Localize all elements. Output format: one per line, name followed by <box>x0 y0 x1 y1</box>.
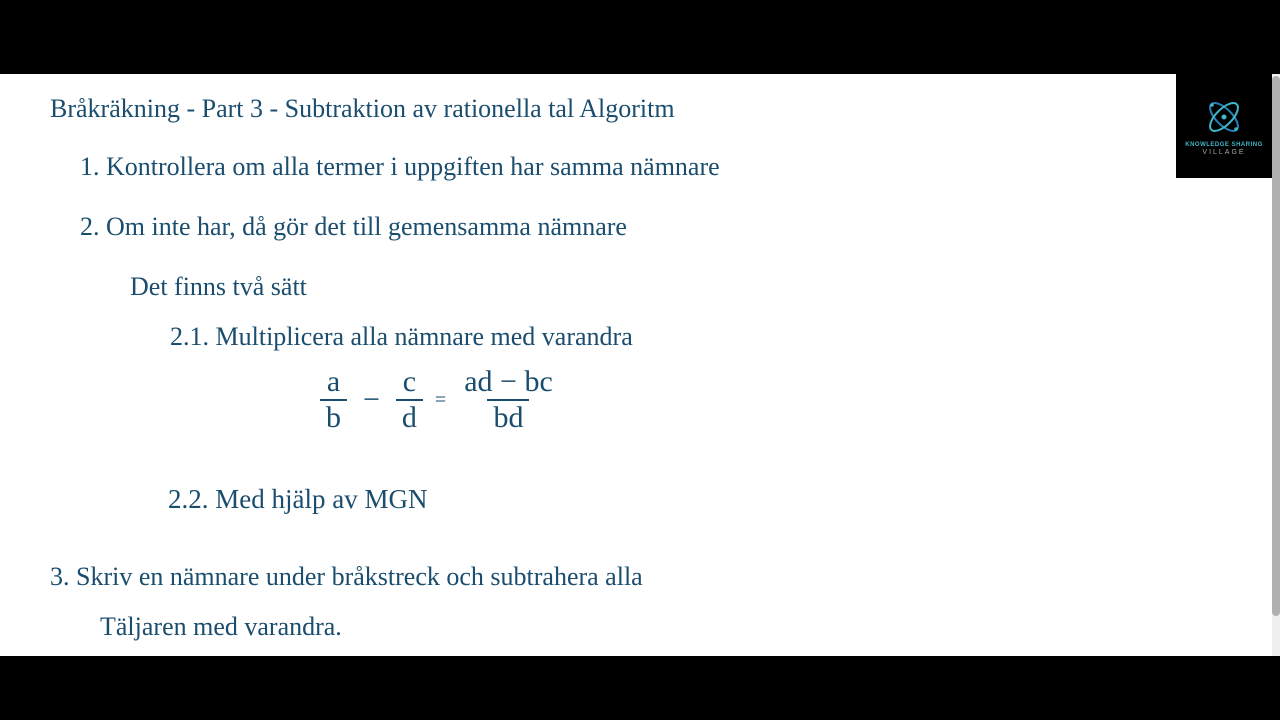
step-3-cont: Täljaren med varandra. <box>100 612 342 642</box>
step-3: 3. Skriv en nämnare under bråkstreck och… <box>50 562 643 592</box>
numerator: c <box>397 367 422 399</box>
denominator: bd <box>487 399 529 433</box>
numerator: a <box>321 367 346 399</box>
scrollbar-track[interactable] <box>1272 74 1280 656</box>
denominator: d <box>396 399 423 433</box>
step-2-2: 2.2. Med hjälp av MGN <box>168 484 427 515</box>
fraction-result: ad − bc bd <box>458 367 559 433</box>
denominator: b <box>320 399 347 433</box>
title: Bråkräkning - Part 3 - Subtraktion av ra… <box>50 94 675 124</box>
minus-sign: − <box>359 383 384 417</box>
scrollbar-thumb[interactable] <box>1272 76 1280 616</box>
fraction-c-d: c d <box>396 367 423 433</box>
fraction-a-b: a b <box>320 367 347 433</box>
step-1: 1. Kontrollera om alla termer i uppgifte… <box>80 152 720 182</box>
step-2: 2. Om inte har, då gör det till gemensam… <box>80 212 627 242</box>
equals-sign: = <box>435 389 446 412</box>
step-2-note: Det finns två sätt <box>130 272 307 302</box>
handwriting-layer: Bråkräkning - Part 3 - Subtraktion av ra… <box>0 74 1272 656</box>
step-2-1: 2.1. Multiplicera alla nämnare med varan… <box>170 322 633 352</box>
formula: a b − c d = ad − bc bd <box>320 367 559 433</box>
numerator: ad − bc <box>458 367 559 399</box>
